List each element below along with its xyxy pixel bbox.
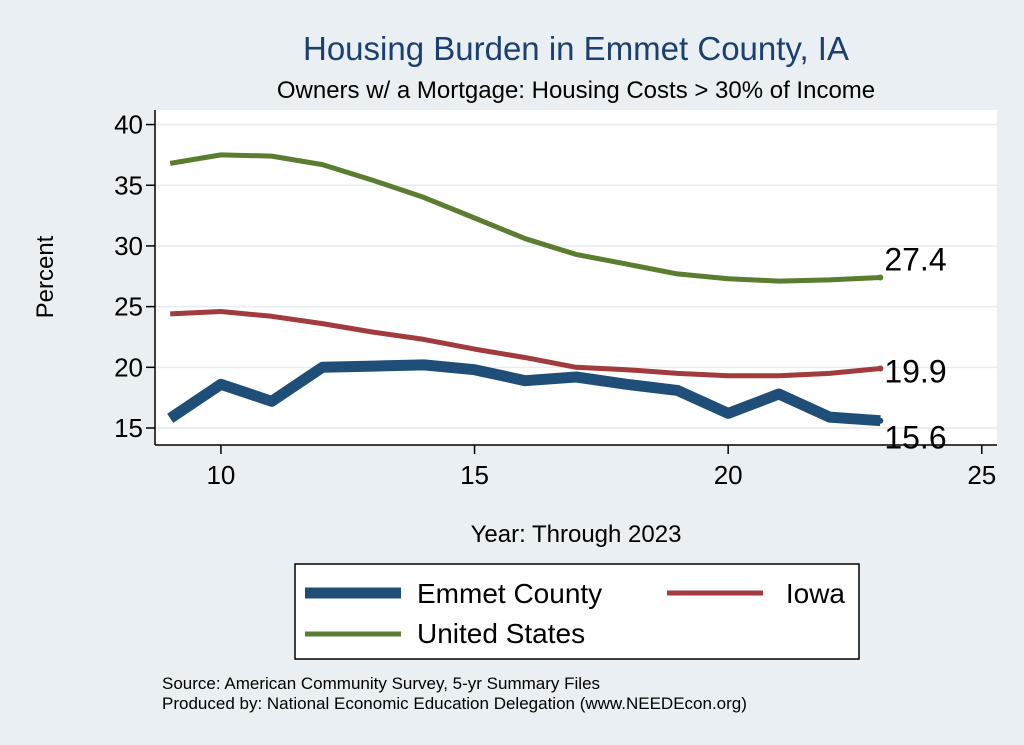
series-line-united-states [169,152,881,284]
legend: Emmet County Iowa United States [294,563,860,660]
y-tick-label: 40 [114,110,143,140]
series-lines [167,152,884,427]
end-label-emmet-county: 15.6 [884,420,946,456]
y-ticks: 15 20 25 30 35 40 [114,110,155,443]
x-tick-label: 10 [206,460,235,490]
legend-label-united-states: United States [417,618,585,649]
y-tick-label: 15 [114,413,143,443]
x-tick-label: 20 [714,460,743,490]
end-label-united-states: 27.4 [884,242,946,278]
x-ticks: 10 15 20 25 [206,445,996,490]
endpoint-marker-united-states [877,274,884,281]
y-tick-label: 30 [114,231,143,261]
legend-label-iowa: Iowa [786,578,846,609]
chart-title: Housing Burden in Emmet County, IA [303,30,849,67]
end-label-iowa: 19.9 [884,354,946,390]
produced-by-note: Produced by: National Economic Education… [162,694,747,713]
endpoint-marker-emmet-county [877,417,884,424]
source-note: Source: American Community Survey, 5-yr … [162,674,600,693]
axes [154,110,997,446]
end-labels: 15.6 19.9 27.4 [884,242,946,456]
series-line-emmet-county [167,359,881,427]
x-tick-label: 25 [967,460,996,490]
legend-label-emmet-county: Emmet County [417,578,602,609]
endpoint-marker-iowa [877,365,884,372]
legend-box [294,563,860,660]
x-tick-label: 15 [460,460,489,490]
series-line-iowa [170,309,881,379]
y-tick-label: 25 [114,292,143,322]
x-axis-title: Year: Through 2023 [471,521,682,548]
y-axis-title: Percent [32,235,59,318]
chart-subtitle: Owners w/ a Mortgage: Housing Costs > 30… [277,77,875,104]
y-tick-label: 35 [114,170,143,200]
y-tick-label: 20 [114,352,143,382]
